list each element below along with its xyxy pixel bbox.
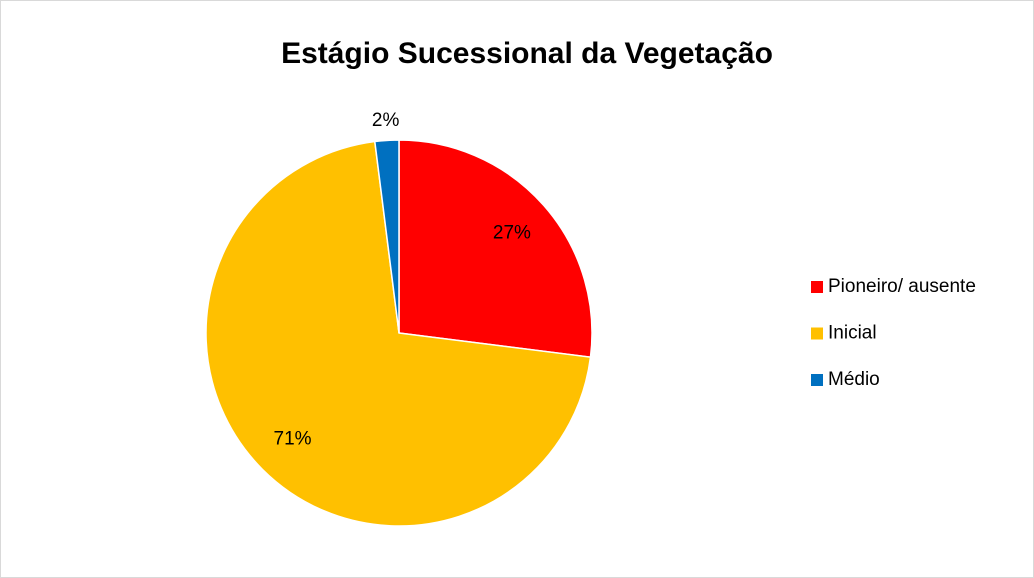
legend-swatch <box>811 327 823 340</box>
data-label: 71% <box>274 428 312 449</box>
legend-label: Médio <box>828 369 880 390</box>
legend-swatch <box>811 374 823 386</box>
pie-slice <box>373 139 400 334</box>
pie-slice <box>398 139 593 359</box>
pie-slice <box>205 140 592 527</box>
chart-title: Estágio Sucessional da Vegetação <box>281 37 773 70</box>
legend-swatch <box>811 281 823 293</box>
legend-label: Pioneiro/ ausente <box>828 276 976 297</box>
legend-label: Inicial <box>828 323 877 344</box>
data-label: 27% <box>493 222 531 243</box>
data-label: 2% <box>372 110 400 131</box>
